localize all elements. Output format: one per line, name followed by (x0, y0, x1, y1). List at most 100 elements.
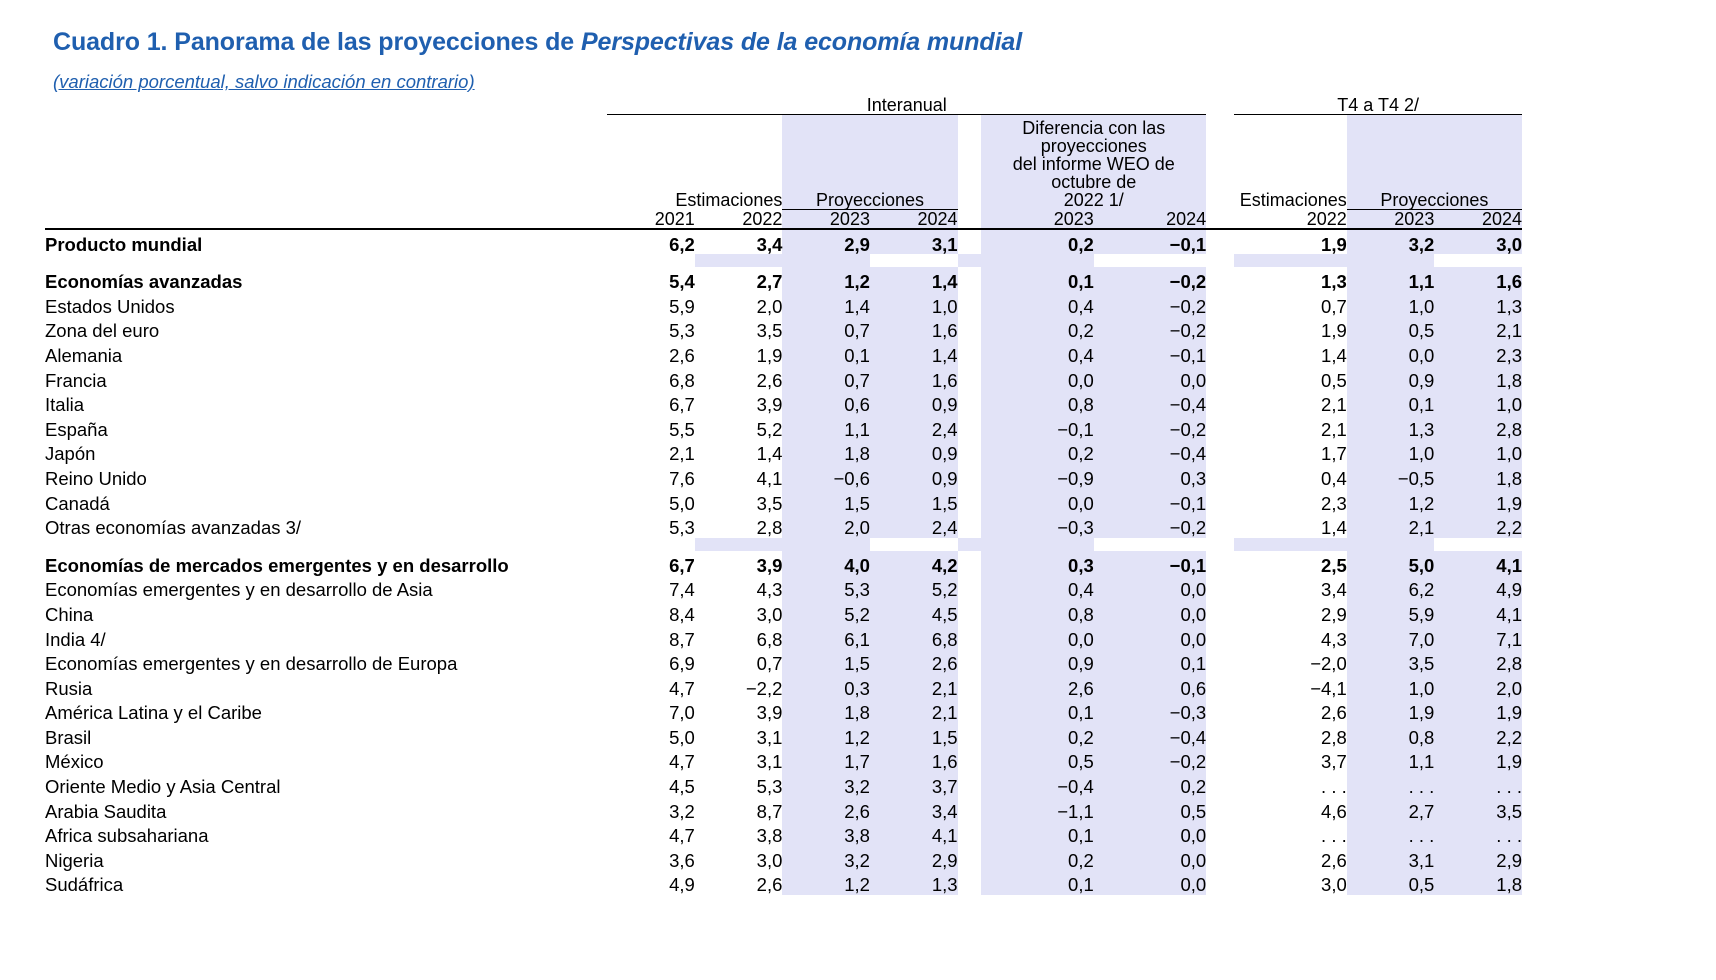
column-gap (1206, 600, 1234, 625)
table-row: Brasil 5,0 3,1 1,2 1,5 0,2 −0,4 2,8 0,8 2,2 (45, 722, 1522, 748)
data-cell: 2,1 (1321, 418, 1347, 440)
data-cell: 1,2 (782, 267, 870, 292)
data-cell: 2,6 (756, 369, 783, 391)
column-gap (1206, 797, 1234, 822)
data-cell: 0,9 (869, 439, 958, 464)
table-row: Economías de mercados emergentes y en de… (45, 550, 1522, 576)
data-cell: 1,9 (1434, 488, 1522, 514)
data-cell: 0,3 (981, 550, 1094, 576)
data-cell: 4,1 (756, 467, 783, 489)
data-cell: 6,8 (669, 369, 695, 391)
data-cell: 4,2 (869, 550, 958, 576)
data-cell: 3,2 (1346, 229, 1435, 255)
data-cell: 4,6 (1321, 800, 1347, 822)
data-cell: 7,4 (669, 579, 695, 601)
row-label: China (45, 603, 94, 625)
data-cell: −0,1 (1093, 340, 1207, 366)
data-cell: 5,0 (669, 726, 695, 748)
data-cell: 1,8 (1434, 463, 1522, 489)
column-gap (958, 575, 982, 600)
data-cell: −0,5 (1346, 463, 1435, 489)
col-year-t4-est-2022: 2022 (1306, 208, 1347, 229)
row-spacer (45, 254, 1522, 268)
data-cell: 1,1 (1346, 747, 1435, 772)
header-proy-rule-row (45, 208, 1522, 210)
column-gap (958, 747, 982, 772)
data-cell: 2,8 (1434, 414, 1522, 440)
column-gap (958, 365, 982, 390)
data-cell: 0,1 (981, 267, 1094, 292)
column-gap (1206, 341, 1234, 366)
data-cell: 0,0 (1093, 365, 1207, 391)
data-cell: 2,7 (756, 271, 783, 293)
data-cell: 0,1 (1093, 649, 1207, 674)
data-cell: 2,6 (669, 344, 695, 366)
row-label: Japón (45, 443, 96, 465)
data-cell: −0,6 (782, 463, 870, 489)
data-cell: 3,1 (1346, 845, 1435, 871)
table-row: Economías emergentes y en desarrollo de … (45, 649, 1522, 674)
data-cell: 0,1 (1346, 390, 1435, 415)
data-cell: 0,3 (1093, 463, 1207, 489)
data-cell: 0,4 (1321, 467, 1347, 489)
column-gap (958, 267, 982, 292)
col-year-dif-2023: 2023 (981, 209, 1094, 229)
data-cell: 1,0 (1346, 291, 1435, 317)
data-cell: 2,6 (869, 649, 958, 674)
page-title-prefix: Cuadro 1. Panorama de las proyecciones d… (53, 28, 581, 56)
table-row: España 5,5 5,2 1,1 2,4 −0,1 −0,2 2,1 1,3 2,8 (45, 414, 1522, 440)
table-row: Africa subsahariana 4,7 3,8 3,8 4,1 0,1 0,0. .… (45, 821, 1522, 846)
data-cell: 0,0 (1093, 821, 1207, 846)
data-cell: −2,0 (1310, 653, 1347, 675)
data-cell: 1,8 (1434, 365, 1522, 391)
data-cell: −0,1 (1093, 550, 1207, 576)
data-cell: 3,5 (756, 320, 783, 342)
data-cell: 0,9 (869, 463, 958, 489)
data-cell: 2,0 (782, 513, 870, 538)
table-row: Producto mundial 6,2 3,4 2,9 3,1 0,2 −0,1 1,9 3,… (45, 229, 1522, 255)
data-cell: 2,0 (756, 295, 783, 317)
data-cell: 2,1 (1346, 513, 1435, 538)
row-label: Otras economías avanzadas 3/ (45, 517, 302, 539)
data-cell: 0,0 (1093, 599, 1207, 625)
header-proyecciones-interanual: Proyecciones (782, 115, 958, 209)
data-cell: 1,2 (782, 722, 870, 748)
data-cell: −0,4 (1093, 722, 1207, 748)
data-cell: −1,1 (981, 796, 1094, 822)
column-gap (1206, 575, 1234, 600)
table-row: India 4/8,7 6,8 6,1 6,8 0,0 0,0 4,3 7,0 7,1 (45, 624, 1522, 649)
data-cell: 3,2 (782, 845, 870, 871)
table-row: Canadá 5,0 3,5 1,5 1,5 0,0 −0,1 2,3 1,2 1,9 (45, 488, 1522, 514)
data-cell: 3,5 (756, 492, 783, 514)
data-cell: 5,5 (669, 418, 695, 440)
column-gap (958, 723, 982, 748)
column-gap (1206, 747, 1234, 772)
header-diferencia-weo: Diferencia con las proyecciones del info… (981, 115, 1207, 209)
data-cell: 3,9 (756, 554, 783, 576)
column-gap (1206, 846, 1234, 871)
data-cell: 4,7 (669, 751, 695, 773)
row-label: Economías avanzadas (45, 271, 243, 293)
data-cell: . . . (1321, 776, 1347, 798)
data-cell: 1,0 (1346, 673, 1435, 699)
header-diferencia-line1: Diferencia con las proyecciones (1022, 118, 1166, 156)
data-cell: 8,4 (669, 603, 695, 625)
table-row: Rusia 4,7 −2,2 0,3 2,1 2,6 0,6 −4,1 1,0 2,0 (45, 673, 1522, 699)
data-cell: . . . (1434, 821, 1522, 846)
header-diferencia-line2: del informe WEO de octubre de (1012, 154, 1175, 192)
data-cell: 1,9 (1321, 320, 1347, 342)
data-cell: 1,4 (1321, 344, 1347, 366)
data-cell: 3,7 (1321, 751, 1347, 773)
data-cell: 3,2 (782, 771, 870, 797)
row-label: América Latina y el Caribe (45, 702, 262, 724)
data-cell: 0,6 (1093, 673, 1207, 699)
data-cell: 3,5 (1434, 796, 1522, 822)
row-label: España (45, 418, 108, 440)
data-cell: 1,1 (782, 414, 870, 440)
data-cell: −0,2 (1093, 267, 1207, 292)
table-row: Reino Unido 7,6 4,1 −0,6 0,9 −0,9 0,3 0,4 −0,5 1,… (45, 463, 1522, 489)
data-cell: 2,3 (1434, 340, 1522, 366)
data-cell: 1,3 (1346, 414, 1435, 440)
data-cell: 2,2 (1434, 513, 1522, 538)
